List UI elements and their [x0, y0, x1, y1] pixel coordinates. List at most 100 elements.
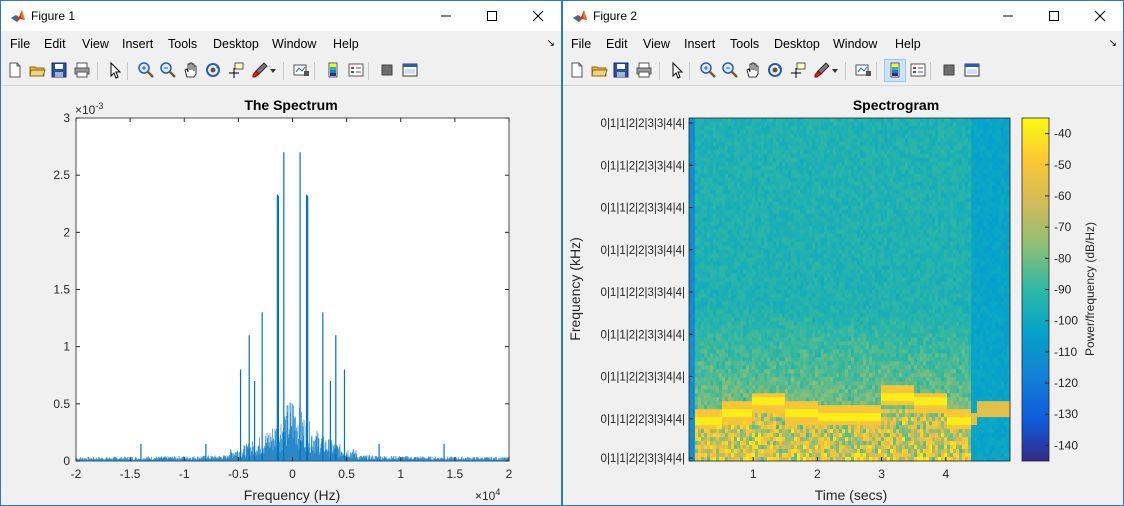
spectrogram-cell	[719, 305, 723, 310]
dock-arrow-icon[interactable]: ↘	[1108, 38, 1117, 49]
menu-help[interactable]: Help	[895, 37, 921, 51]
spectrogram-cell	[704, 201, 708, 207]
menu-view[interactable]: View	[643, 37, 670, 51]
print-icon[interactable]	[634, 60, 654, 81]
spectrogram-cell	[728, 197, 732, 203]
menu-edit[interactable]: Edit	[44, 37, 66, 51]
hide-plot-tools-icon[interactable]	[377, 60, 397, 81]
menu-tools[interactable]: Tools	[730, 37, 760, 51]
spectrogram-cell	[776, 365, 780, 370]
spectrogram-cell	[821, 137, 825, 143]
spectrogram-cell	[746, 145, 750, 151]
spectrogram-cell	[782, 325, 786, 330]
new-file-icon[interactable]	[5, 60, 25, 81]
link-plot-icon[interactable]	[291, 60, 311, 81]
close-button[interactable]	[515, 1, 561, 31]
pan-icon[interactable]	[743, 60, 763, 81]
brush-dropdown-icon[interactable]	[831, 60, 839, 81]
zoom-in-icon[interactable]	[698, 60, 718, 81]
spectrogram-cell	[719, 201, 723, 207]
brush-icon[interactable]	[250, 60, 270, 81]
menu-file[interactable]: File	[10, 37, 31, 51]
spectrogram-cell	[743, 337, 747, 342]
menu-help[interactable]: Help	[333, 37, 359, 51]
spectrogram-cell	[824, 397, 828, 402]
save-icon[interactable]	[49, 60, 69, 81]
spectrogram-cell	[728, 177, 732, 183]
spectrogram-cell	[803, 253, 807, 258]
menu-file[interactable]: File	[571, 37, 592, 51]
title-bar[interactable]: Figure 1	[1, 1, 561, 31]
spectrogram-cell	[818, 241, 822, 247]
spectrogram-cell	[758, 233, 762, 239]
spectrogram-cell	[743, 373, 747, 378]
spectrogram-cell	[725, 413, 729, 418]
menu-tools[interactable]: Tools	[168, 37, 198, 51]
maximize-button[interactable]	[469, 1, 515, 31]
menu-window[interactable]: Window	[833, 37, 878, 51]
save-icon[interactable]	[611, 60, 631, 81]
brush-icon[interactable]	[812, 60, 832, 81]
spectrum-axes[interactable]: -2 -1.5 -1 -0.5 0 0.5 1 1.5 2 00.511.522.53 The …	[1, 86, 561, 506]
legend-icon[interactable]	[346, 60, 366, 81]
spectrogram-cell	[692, 161, 696, 167]
hide-plot-tools-icon[interactable]	[939, 60, 959, 81]
zoom-in-icon[interactable]	[136, 60, 156, 81]
open-folder-icon[interactable]	[589, 60, 609, 81]
menu-edit[interactable]: Edit	[606, 37, 628, 51]
colorbar-icon[interactable]	[323, 60, 343, 81]
rotate-icon[interactable]	[765, 60, 785, 81]
close-button[interactable]	[1077, 1, 1123, 31]
spectrogram-axes[interactable]: 0|1|1|2|2|3|3|4|4|0|1|1|2|2|3|3|4|4|0|1|…	[563, 86, 1123, 506]
pointer-icon[interactable]	[105, 60, 125, 81]
menu-window[interactable]: Window	[272, 37, 317, 51]
menu-desktop[interactable]: Desktop	[213, 37, 259, 51]
spectrogram-cell	[707, 185, 711, 191]
menu-insert[interactable]: Insert	[684, 37, 716, 51]
brush-dropdown-icon[interactable]	[269, 60, 277, 81]
spectrogram-cell	[764, 217, 768, 223]
dock-arrow-icon[interactable]: ↘	[546, 38, 555, 49]
rotate-icon[interactable]	[203, 60, 223, 81]
pan-icon[interactable]	[181, 60, 201, 81]
spectrogram-cell	[740, 277, 744, 282]
colorbar-icon[interactable]	[884, 59, 906, 82]
spectrogram-cell	[707, 397, 711, 402]
show-plot-tools-icon[interactable]	[400, 60, 420, 81]
spectrogram-cell	[743, 213, 747, 219]
legend-icon[interactable]	[908, 60, 928, 81]
spectrogram-cell	[797, 201, 801, 207]
minimize-button[interactable]	[423, 1, 469, 31]
spectrogram-cell	[788, 293, 792, 298]
maximize-button[interactable]	[1031, 1, 1077, 31]
pointer-icon[interactable]	[667, 60, 687, 81]
menu-view[interactable]: View	[82, 37, 109, 51]
spectrogram-cell	[806, 269, 810, 274]
spectrogram-cell	[773, 433, 777, 438]
spectrogram-cell	[695, 277, 699, 282]
data-cursor-icon[interactable]	[788, 60, 808, 81]
spectrogram-cell	[806, 301, 810, 306]
spectrogram-cell	[695, 121, 699, 127]
spectrogram-cell	[737, 125, 741, 131]
spectrogram-cell	[797, 365, 801, 370]
data-cursor-icon[interactable]	[226, 60, 246, 81]
spectrogram-cell	[713, 453, 717, 458]
print-icon[interactable]	[72, 60, 92, 81]
show-plot-tools-icon[interactable]	[962, 60, 982, 81]
spectrogram-cell	[704, 365, 708, 370]
minimize-button[interactable]	[985, 1, 1031, 31]
spectrogram-cell	[746, 317, 750, 322]
spectrogram-cell	[707, 357, 711, 362]
spectrogram-cell	[728, 365, 732, 370]
open-folder-icon[interactable]	[27, 60, 47, 81]
menu-insert[interactable]: Insert	[122, 37, 154, 51]
link-plot-icon[interactable]	[853, 60, 873, 81]
spectrogram-cell	[791, 189, 795, 195]
zoom-out-icon[interactable]	[720, 60, 740, 81]
title-bar[interactable]: Figure 2	[563, 1, 1123, 31]
zoom-out-icon[interactable]	[158, 60, 178, 81]
new-file-icon[interactable]	[567, 60, 587, 81]
spectrogram-cell	[773, 353, 777, 358]
menu-desktop[interactable]: Desktop	[774, 37, 820, 51]
